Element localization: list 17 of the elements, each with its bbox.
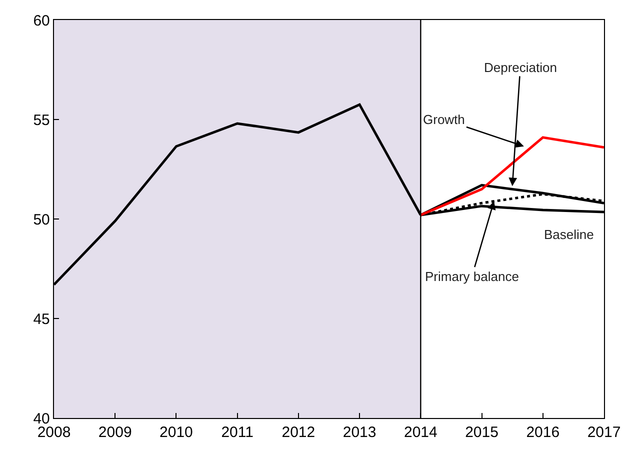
x-tick-label: 2015 [465, 424, 498, 442]
y-tick-label: 45 [33, 310, 50, 328]
x-tick-label: 2010 [160, 424, 193, 442]
x-tick-label: 2012 [282, 424, 316, 442]
x-tick-label: 2014 [404, 424, 438, 442]
y-tick-label: 50 [33, 211, 50, 228]
y-tick-label: 60 [33, 12, 50, 30]
annotation: Primary balance [425, 269, 519, 284]
x-tick-label: 2013 [342, 424, 376, 442]
annotation: Baseline [544, 227, 594, 242]
annotation: Growth [423, 112, 465, 127]
x-tick-label: 2017 [587, 424, 621, 442]
x-tick-label: 2011 [221, 424, 254, 442]
x-tick-label: 2009 [98, 424, 132, 442]
y-tick-label: 55 [33, 112, 50, 129]
annotation: Depreciation [484, 60, 557, 75]
x-tick-label: 2016 [526, 424, 560, 442]
